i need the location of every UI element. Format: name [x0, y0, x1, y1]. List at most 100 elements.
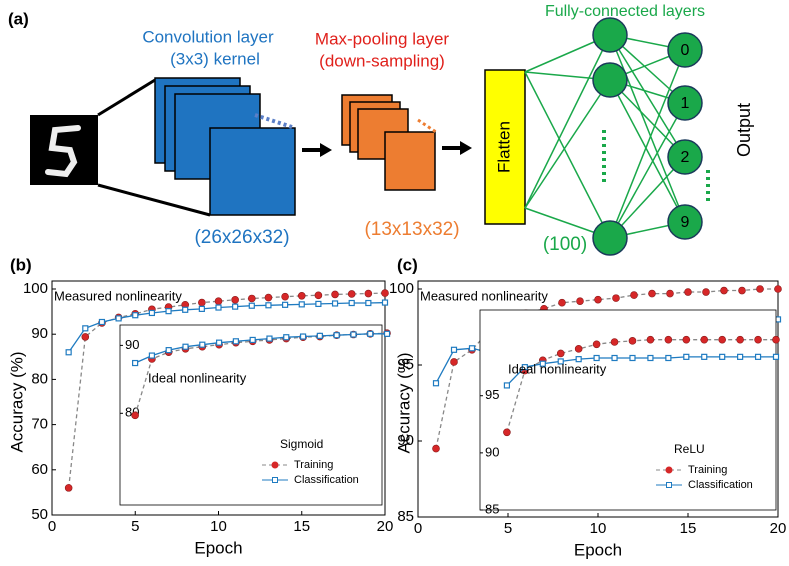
legend-label: Classification	[294, 474, 359, 486]
series-line	[134, 333, 387, 364]
point	[65, 349, 72, 356]
point	[664, 335, 673, 344]
point	[281, 292, 289, 301]
y-tick-label: 85	[485, 501, 499, 516]
x-tick-label: 0	[414, 520, 422, 537]
point	[381, 289, 389, 297]
point	[282, 301, 289, 308]
point	[299, 333, 307, 340]
point	[683, 353, 690, 360]
point	[738, 286, 746, 295]
feature-map	[384, 131, 436, 191]
inset-box	[479, 309, 777, 511]
edge	[609, 49, 686, 239]
arrow-head	[460, 141, 472, 155]
edge	[609, 79, 686, 158]
point	[248, 294, 256, 303]
point	[737, 353, 744, 360]
point	[720, 286, 728, 295]
point	[182, 306, 189, 313]
series-line	[506, 339, 776, 433]
conv-title: Convolution layer	[142, 27, 274, 46]
point	[666, 289, 674, 298]
kernel-dots	[417, 118, 437, 134]
y-tick-label: 95	[485, 387, 499, 402]
feature-map	[209, 127, 296, 216]
kernel-dots	[254, 113, 293, 129]
output-nodes	[667, 32, 703, 240]
annotation: Ideal nonlinearity	[148, 370, 247, 385]
point	[628, 337, 637, 345]
x-tick-label: 0	[48, 518, 56, 535]
point	[648, 289, 656, 298]
y-tick-label: 100	[23, 280, 48, 297]
y-tick-label: 90	[397, 432, 414, 449]
x-tick-label: 5	[504, 520, 512, 537]
point	[214, 297, 223, 306]
y-tick-label: 85	[397, 508, 414, 525]
point	[647, 354, 654, 362]
y-tick-label: 60	[31, 461, 48, 478]
point	[333, 332, 340, 339]
point	[593, 354, 600, 362]
point	[754, 335, 762, 344]
y-tick-label: 100	[389, 280, 414, 297]
x-tick-label: 10	[210, 518, 227, 535]
point	[64, 484, 73, 492]
edge	[609, 156, 686, 239]
y-tick-label: 70	[31, 416, 48, 433]
x-tick-label: 5	[131, 518, 139, 535]
edge	[609, 34, 686, 223]
x-tick-label: 10	[590, 520, 607, 537]
point	[232, 303, 239, 310]
arrow-head	[320, 143, 332, 157]
point	[576, 297, 584, 305]
y-tick-label: 50	[31, 506, 48, 523]
point	[381, 299, 389, 306]
point	[594, 295, 602, 304]
hidden-nodes	[592, 17, 628, 256]
x-axis-label: Epoch	[194, 538, 242, 557]
point	[682, 335, 691, 344]
point	[198, 305, 205, 312]
node-label: 1	[681, 95, 690, 112]
point	[450, 358, 458, 366]
node	[667, 204, 703, 240]
series-line	[506, 356, 776, 386]
diagram: (a) Convolution layer (3x3) kernel (26x2…	[8, 3, 754, 256]
point	[248, 302, 255, 309]
point	[265, 302, 272, 309]
pool-sub: (down-sampling)	[319, 51, 445, 70]
point	[701, 353, 708, 360]
legend-label: Training	[294, 459, 333, 471]
y-tick-label: 80	[31, 370, 48, 387]
pool-title: Max-pooling layer	[315, 29, 450, 48]
fc-title: Fully-connected layers	[545, 3, 705, 20]
x-tick-label: 15	[293, 518, 310, 535]
node-label: 0	[681, 42, 690, 59]
digit-stroke	[45, 125, 81, 178]
x-axis-label: Epoch	[574, 540, 622, 559]
point	[574, 345, 583, 353]
fc-size: (100)	[543, 234, 587, 255]
point	[611, 354, 618, 362]
point	[98, 318, 106, 326]
point	[165, 347, 172, 354]
point	[521, 364, 528, 371]
point	[132, 312, 139, 319]
y-tick-label: 90	[125, 337, 139, 352]
point	[298, 301, 305, 308]
point	[297, 291, 306, 300]
point	[612, 294, 620, 302]
point	[592, 340, 601, 349]
point	[266, 335, 273, 342]
point	[165, 308, 172, 315]
point	[539, 360, 546, 367]
edge	[609, 79, 686, 223]
legend-marker	[271, 461, 279, 469]
point	[432, 380, 440, 387]
point	[215, 339, 223, 346]
point	[231, 296, 239, 304]
projection-line	[97, 78, 156, 117]
